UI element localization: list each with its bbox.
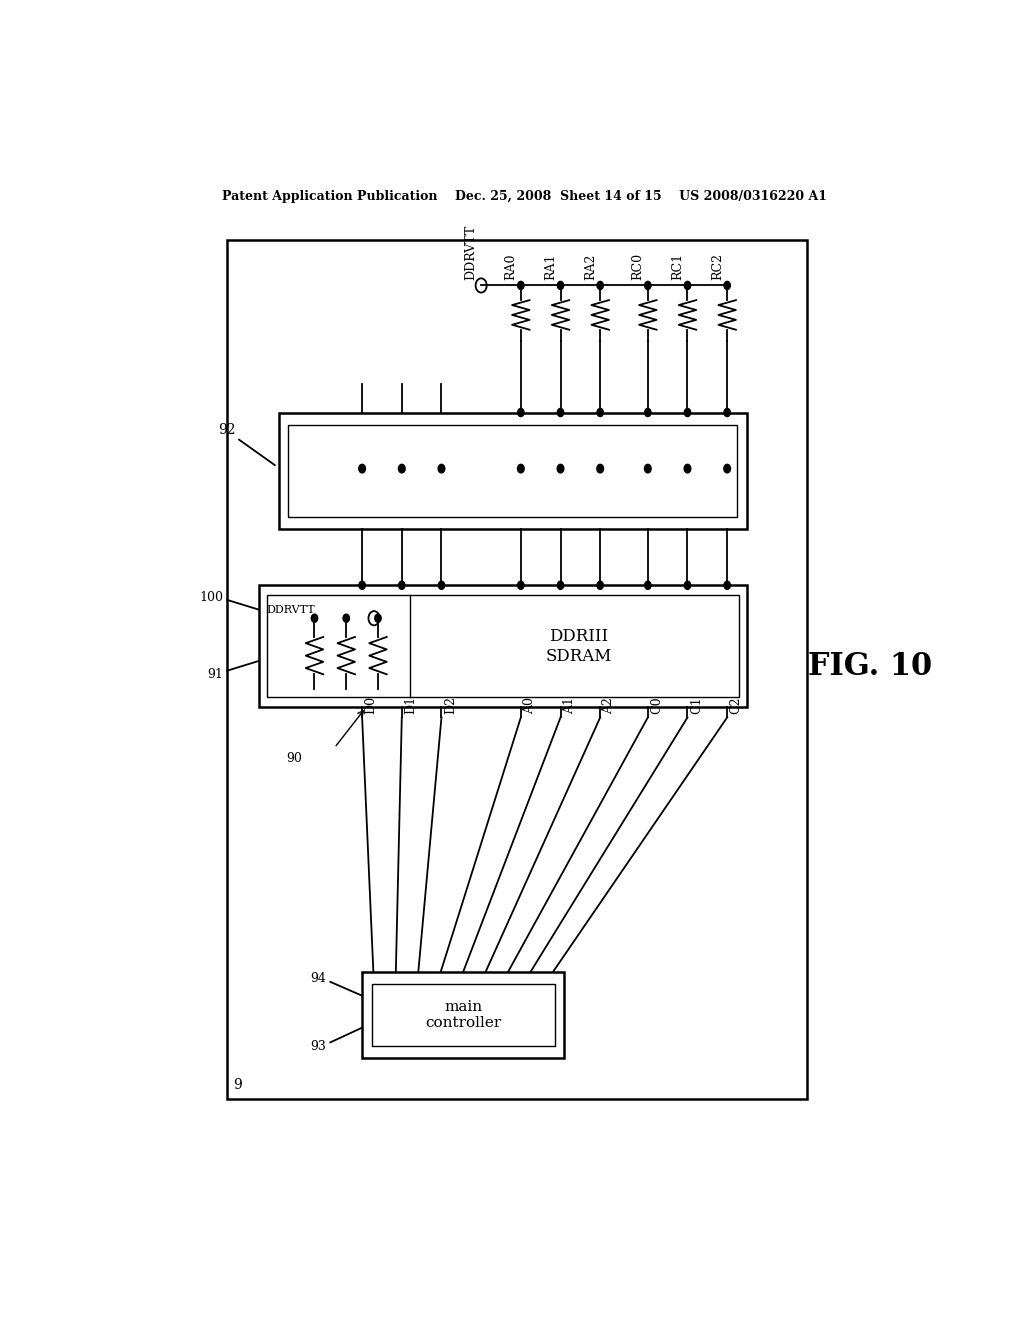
- Circle shape: [684, 281, 690, 289]
- Circle shape: [644, 465, 651, 473]
- Text: FIG. 10: FIG. 10: [808, 651, 932, 682]
- Circle shape: [557, 408, 563, 417]
- Circle shape: [518, 281, 524, 289]
- Circle shape: [343, 614, 349, 622]
- Text: RC2: RC2: [711, 253, 724, 280]
- Circle shape: [398, 465, 406, 473]
- Text: RA0: RA0: [505, 253, 518, 280]
- Bar: [227, 240, 807, 1098]
- Circle shape: [398, 581, 404, 589]
- Circle shape: [311, 614, 317, 622]
- Text: D2: D2: [443, 697, 457, 714]
- Bar: [362, 972, 564, 1057]
- Circle shape: [724, 581, 730, 589]
- Circle shape: [684, 465, 691, 473]
- Circle shape: [724, 281, 730, 289]
- Circle shape: [597, 465, 603, 473]
- Text: C1: C1: [690, 697, 702, 714]
- Circle shape: [358, 465, 366, 473]
- Circle shape: [438, 465, 444, 473]
- Text: D1: D1: [404, 696, 417, 714]
- Text: C2: C2: [729, 697, 742, 714]
- Circle shape: [557, 465, 564, 473]
- Text: A1: A1: [563, 697, 575, 714]
- Bar: [279, 413, 748, 529]
- Circle shape: [724, 465, 730, 473]
- Text: RA2: RA2: [584, 253, 597, 280]
- Text: RC0: RC0: [632, 253, 645, 280]
- Bar: [372, 983, 555, 1045]
- Circle shape: [597, 408, 603, 417]
- Circle shape: [597, 581, 603, 589]
- Text: 100: 100: [200, 591, 223, 605]
- Text: DDRIII
SDRAM: DDRIII SDRAM: [545, 628, 611, 664]
- Text: 9: 9: [233, 1078, 243, 1093]
- Text: D0: D0: [365, 696, 378, 714]
- Circle shape: [684, 408, 690, 417]
- Text: RA1: RA1: [545, 253, 557, 280]
- Text: A0: A0: [523, 697, 537, 714]
- Circle shape: [359, 581, 366, 589]
- Circle shape: [517, 465, 524, 473]
- Circle shape: [375, 614, 381, 622]
- Circle shape: [724, 408, 730, 417]
- Bar: [267, 595, 739, 697]
- Circle shape: [557, 281, 563, 289]
- Text: DDRVTT: DDRVTT: [464, 226, 477, 280]
- Text: 94: 94: [310, 972, 327, 985]
- Text: main
controller: main controller: [425, 999, 502, 1030]
- Bar: [289, 425, 737, 517]
- Circle shape: [645, 281, 651, 289]
- Text: 90: 90: [287, 751, 303, 764]
- Text: A2: A2: [602, 697, 615, 714]
- Text: 93: 93: [310, 1040, 327, 1053]
- Circle shape: [597, 281, 603, 289]
- Text: DDRVTT: DDRVTT: [267, 605, 315, 615]
- Circle shape: [645, 581, 651, 589]
- Circle shape: [684, 581, 690, 589]
- Bar: [259, 585, 748, 708]
- Text: 92: 92: [218, 422, 236, 437]
- Text: C0: C0: [650, 697, 664, 714]
- Text: Patent Application Publication    Dec. 25, 2008  Sheet 14 of 15    US 2008/03162: Patent Application Publication Dec. 25, …: [222, 190, 827, 202]
- Circle shape: [518, 408, 524, 417]
- Text: RC1: RC1: [672, 253, 684, 280]
- Circle shape: [645, 408, 651, 417]
- Circle shape: [438, 581, 444, 589]
- Circle shape: [557, 581, 563, 589]
- Text: 91: 91: [207, 668, 223, 681]
- Circle shape: [518, 581, 524, 589]
